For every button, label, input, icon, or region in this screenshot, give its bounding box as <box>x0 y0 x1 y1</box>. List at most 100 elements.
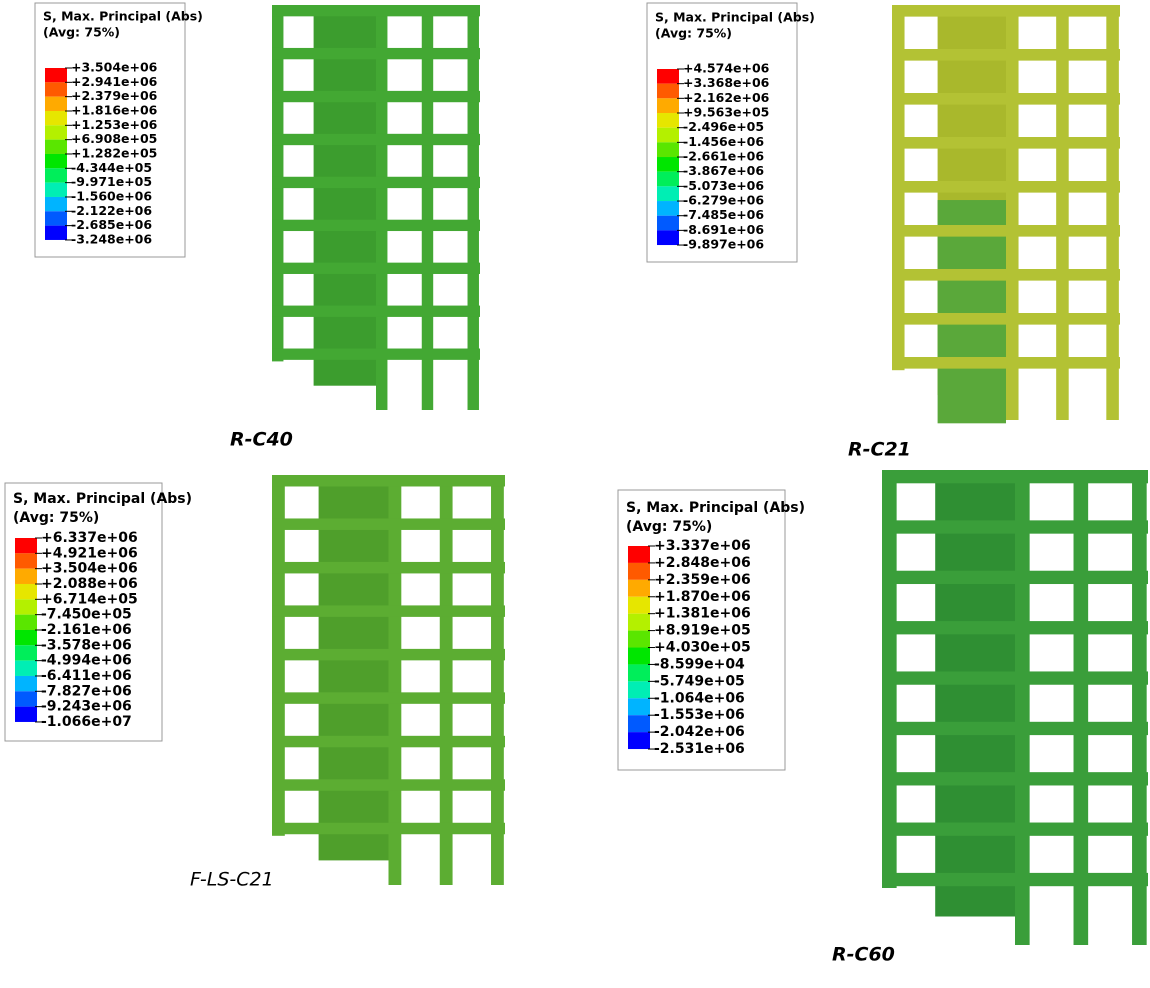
legend-label: -2.531e+06 <box>654 741 745 757</box>
legend-band <box>657 172 679 187</box>
legend-title: S, Max. Principal (Abs) <box>13 491 192 507</box>
legend-band <box>15 538 37 553</box>
panel: S, Max. Principal (Abs)(Avg: 75%)+3.337e… <box>618 470 1148 966</box>
legend-band <box>45 68 67 82</box>
legend-band <box>15 676 37 691</box>
legend-label: +1.870e+06 <box>654 589 751 605</box>
legend-band <box>45 168 67 182</box>
legend-band <box>657 84 679 99</box>
legend-band <box>15 691 37 706</box>
legend-band <box>15 553 37 568</box>
beam <box>272 91 480 102</box>
caption: R-C40 <box>230 429 293 451</box>
legend-label: -7.450e+05 <box>41 607 132 623</box>
legend-label: +3.368e+06 <box>683 75 770 90</box>
beam <box>892 269 1120 281</box>
legend-title: S, Max. Principal (Abs) <box>626 500 805 516</box>
legend-label: -5.073e+06 <box>683 178 764 193</box>
legend-band <box>15 630 37 645</box>
legend-label: -6.279e+06 <box>683 193 764 208</box>
legend-label: -3.248e+06 <box>71 231 152 246</box>
beam <box>892 49 1120 61</box>
beam <box>892 313 1120 325</box>
legend-band <box>45 125 67 139</box>
beam <box>892 5 1120 17</box>
legend-band <box>628 580 650 597</box>
legend-band <box>628 614 650 631</box>
legend-band <box>628 698 650 715</box>
beam <box>882 621 1148 634</box>
legend-band <box>657 142 679 157</box>
legend-label: +2.379e+06 <box>71 88 158 103</box>
legend-band <box>628 648 650 665</box>
legend-label: -2.496e+05 <box>683 119 764 134</box>
beam <box>272 692 505 703</box>
legend-label: +4.030e+05 <box>654 640 751 656</box>
legend-label: -3.578e+06 <box>41 637 132 653</box>
legend-label: -1.064e+06 <box>654 690 745 706</box>
beam <box>882 470 1148 483</box>
legend-label: +1.282e+05 <box>71 145 157 160</box>
legend-label: -1.456e+06 <box>683 134 764 149</box>
beam <box>882 772 1148 785</box>
legend-label: -9.243e+06 <box>41 699 132 715</box>
legend-band <box>628 563 650 580</box>
beam <box>272 518 505 529</box>
legend-label: -2.122e+06 <box>71 203 152 218</box>
legend-label: -5.749e+05 <box>654 673 745 689</box>
beam <box>882 873 1148 886</box>
legend-label: +6.908e+05 <box>71 131 157 146</box>
legend-label: +3.504e+06 <box>41 561 138 577</box>
legend-band <box>15 661 37 676</box>
shear-wall <box>314 5 376 386</box>
legend-label: -4.994e+06 <box>41 653 132 669</box>
legend-band <box>15 615 37 630</box>
legend-band <box>657 216 679 231</box>
legend-band <box>628 732 650 749</box>
legend-label: +1.816e+06 <box>71 102 158 117</box>
legend-band <box>628 631 650 648</box>
beam <box>882 571 1148 584</box>
legend-label: +3.504e+06 <box>71 60 158 75</box>
beam <box>892 137 1120 149</box>
beam <box>272 134 480 145</box>
legend-label: -9.971e+05 <box>71 174 152 189</box>
legend-label: +2.162e+06 <box>683 90 770 105</box>
beam <box>272 220 480 231</box>
beam <box>272 562 505 573</box>
legend-label: +2.848e+06 <box>654 555 751 571</box>
legend-band <box>15 707 37 722</box>
beam <box>272 5 480 16</box>
legend-label: -2.661e+06 <box>683 149 764 164</box>
beam <box>882 722 1148 735</box>
legend-band <box>628 546 650 563</box>
legend-band <box>628 681 650 698</box>
beam <box>272 475 505 486</box>
beam <box>272 649 505 660</box>
legend-band <box>628 715 650 732</box>
legend-label: -2.685e+06 <box>71 217 152 232</box>
legend-band <box>657 201 679 216</box>
legend-band <box>45 197 67 211</box>
legend-band <box>45 226 67 240</box>
beam <box>892 225 1120 237</box>
legend-label: +4.921e+06 <box>41 545 138 561</box>
legend-label: -1.560e+06 <box>71 188 152 203</box>
legend-subtitle: (Avg: 75%) <box>13 510 99 526</box>
legend-label: +6.337e+06 <box>41 530 138 546</box>
legend-band <box>15 599 37 614</box>
legend-label: +2.359e+06 <box>654 572 751 588</box>
beam <box>882 823 1148 836</box>
panel: S, Max. Principal (Abs)(Avg: 75%)+4.574e… <box>647 3 1120 461</box>
legend-label: -9.897e+06 <box>683 237 764 252</box>
legend-band <box>45 140 67 154</box>
panel: S, Max. Principal (Abs) (Avg: 75%) +6.337e… <box>5 475 505 891</box>
panel: S, Max. Principal (Abs)(Avg: 75%)+3.504e… <box>35 3 480 451</box>
legend-band <box>628 664 650 681</box>
legend-label: +1.253e+06 <box>71 117 158 132</box>
legend-band <box>657 128 679 143</box>
legend-label: -7.485e+06 <box>683 207 764 222</box>
legend-band <box>657 230 679 245</box>
legend-label: -8.599e+04 <box>654 656 745 672</box>
caption: F-LS-C21 <box>190 869 274 891</box>
